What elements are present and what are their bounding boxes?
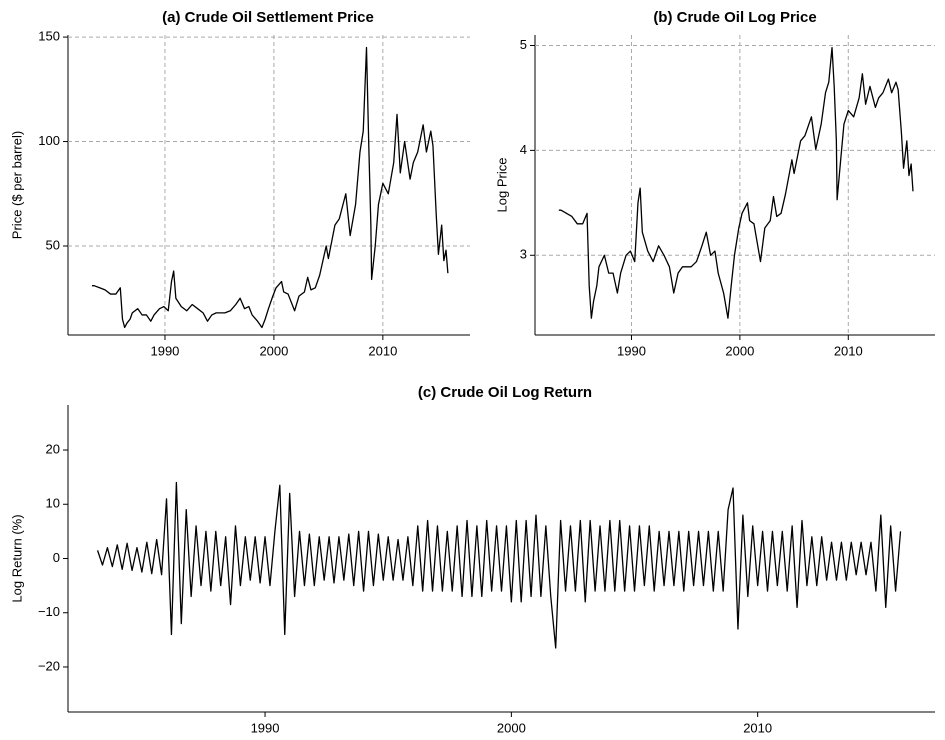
series-line — [91, 46, 449, 329]
panel-title: (a) Crude Oil Settlement Price — [162, 9, 374, 26]
y-tick-label: 0 — [53, 550, 60, 565]
y-tick-label: 50 — [46, 237, 60, 252]
panel-title: (b) Crude Oil Log Price — [653, 9, 816, 26]
y-tick-label: 4 — [520, 142, 527, 157]
x-tick-label: 1990 — [150, 343, 179, 358]
y-tick-label: 20 — [46, 441, 60, 456]
x-tick-label: 2000 — [259, 343, 288, 358]
x-tick-label: 2000 — [725, 343, 754, 358]
series-line — [96, 481, 902, 649]
panel-title: (c) Crude Oil Log Return — [418, 384, 592, 401]
y-tick-label: 100 — [38, 133, 60, 148]
y-axis-label: Log Price — [494, 158, 509, 213]
x-tick-label: 2010 — [834, 343, 863, 358]
x-tick-label: 1990 — [617, 343, 646, 358]
x-tick-label: 2010 — [743, 720, 772, 735]
y-tick-label: −20 — [38, 658, 60, 673]
y-tick-label: −10 — [38, 604, 60, 619]
series-line — [558, 46, 914, 319]
y-axis-label: Log Return (%) — [9, 514, 24, 602]
y-tick-label: 5 — [520, 37, 527, 52]
x-tick-label: 1990 — [251, 720, 280, 735]
x-tick-label: 2010 — [368, 343, 397, 358]
y-axis-label: Price ($ per barrel) — [9, 131, 24, 239]
x-tick-label: 2000 — [497, 720, 526, 735]
y-tick-label: 10 — [46, 496, 60, 511]
y-tick-label: 150 — [38, 29, 60, 44]
y-tick-label: 3 — [520, 247, 527, 262]
